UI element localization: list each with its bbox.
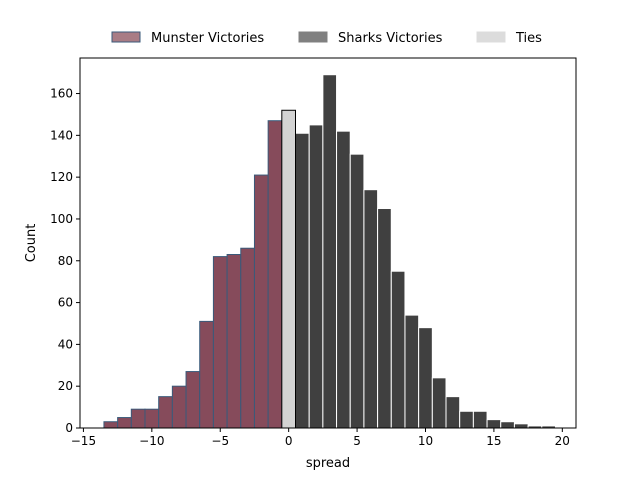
bar-sharks-13 [459,410,474,429]
y-tick-label: 80 [58,254,73,268]
y-axis-label: Count [24,224,39,263]
bar-munster--9 [158,396,173,429]
bar-munster--5 [212,256,228,429]
x-tick-label: 20 [555,434,570,448]
bar-sharks-4 [336,130,351,429]
bar-munster--12 [117,417,132,429]
legend-label-sharks: Sharks Victories [338,31,443,46]
legend: Munster Victories Sharks Victories Ties [111,31,542,46]
bars [103,74,556,429]
bar-sharks-15 [486,419,502,429]
bar-munster--13 [103,421,119,429]
y-tick-label: 60 [58,296,73,310]
legend-label-munster: Munster Victories [151,31,264,46]
x-tick-label: 15 [486,434,501,448]
bar-munster--11 [130,408,146,429]
bar-ties-0 [281,109,297,429]
x-tick-label: 5 [353,434,361,448]
y-tick-label: 20 [58,379,73,393]
bar-sharks-17 [513,423,529,429]
bar-sharks-10 [418,327,433,429]
bar-sharks-16 [500,421,515,429]
plot-frame [79,57,577,429]
bar-sharks-7 [377,208,392,429]
legend-swatch-ties [476,31,506,43]
x-tick-label: 10 [418,434,433,448]
bar-munster--3 [240,247,255,429]
bar-sharks-9 [404,314,420,429]
y-tick-label: 160 [50,87,73,101]
y-tick-label: 140 [50,128,73,142]
bar-munster--4 [226,254,242,429]
bar-sharks-8 [390,270,406,429]
bar-sharks-11 [431,377,447,429]
y-axis-ticks: 0 20 40 60 80 100 120 140 160 [50,87,80,435]
legend-swatch-munster [111,31,141,43]
bar-sharks-12 [445,396,461,429]
bar-munster--10 [144,408,160,429]
x-axis-label: spread [306,456,350,471]
y-tick-label: 100 [50,212,73,226]
x-tick-label: −15 [71,434,96,448]
bar-sharks-3 [322,74,338,429]
y-tick-label: 0 [65,421,73,435]
bar-munster--2 [253,174,269,429]
x-tick-label: 0 [285,434,293,448]
bar-sharks-6 [363,189,379,429]
bar-sharks-5 [349,153,365,429]
legend-label-ties: Ties [515,31,542,46]
bar-sharks-1 [295,132,310,429]
legend-swatch-sharks [298,31,328,43]
bar-munster--1 [267,120,283,429]
y-tick-label: 120 [50,170,73,184]
bar-munster--8 [171,385,187,429]
y-tick-label: 40 [58,337,73,351]
x-tick-label: −5 [211,434,229,448]
bar-munster--7 [185,371,201,429]
bar-sharks-14 [472,410,488,429]
x-tick-label: −10 [139,434,164,448]
bar-munster--6 [199,320,214,429]
bar-sharks-2 [308,124,324,429]
x-axis-ticks: −15 −10 −5 0 5 10 15 20 [71,428,570,448]
